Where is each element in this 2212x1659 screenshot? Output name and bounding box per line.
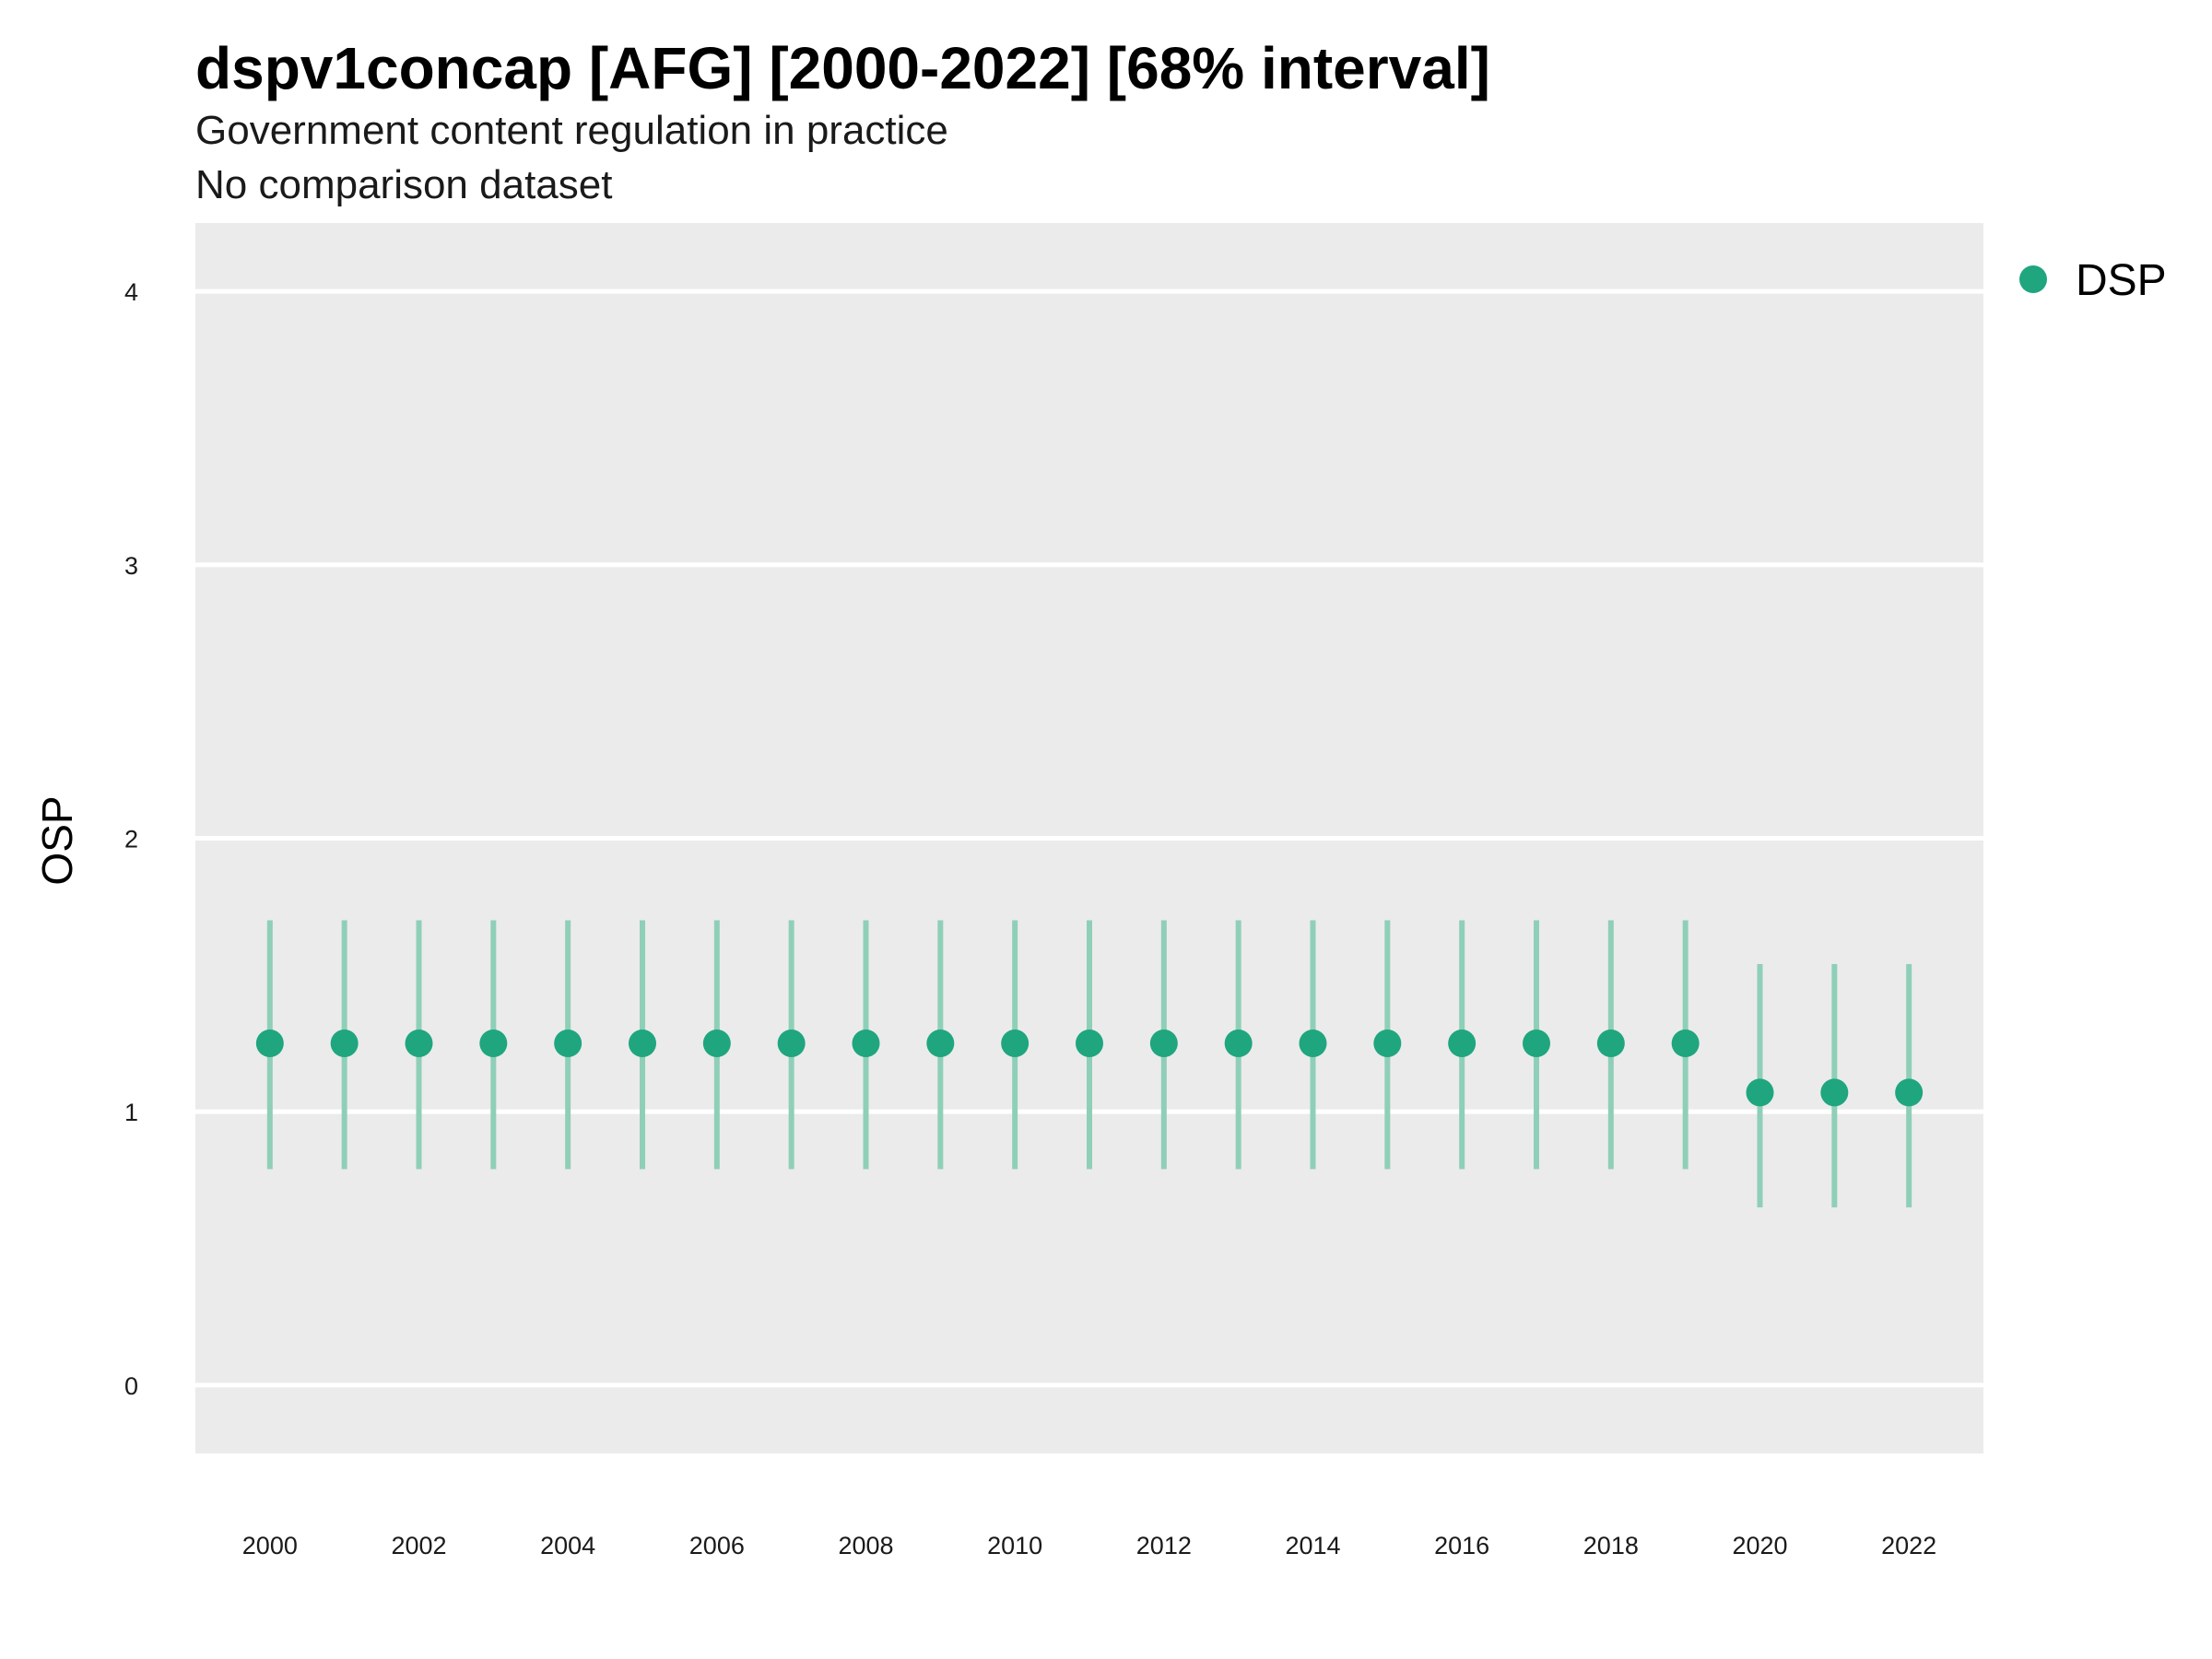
data-point — [1076, 1030, 1103, 1057]
x-tick-label: 2002 — [391, 1532, 446, 1559]
data-point — [554, 1030, 582, 1057]
data-point — [1596, 1030, 1625, 1057]
data-point — [1001, 1030, 1030, 1057]
y-axis: 0 1 2 3 4 — [124, 278, 138, 1400]
x-tick-label: 2014 — [1285, 1532, 1340, 1559]
y-tick-label: 0 — [124, 1372, 138, 1400]
x-tick-label: 2022 — [1881, 1532, 1936, 1559]
y-tick-label: 1 — [124, 1099, 138, 1126]
data-point — [1299, 1030, 1327, 1057]
data-point — [405, 1030, 433, 1057]
chart-title: dspv1concap [AFG] [2000-2022] [68% inter… — [195, 35, 1490, 101]
x-axis: 2000 2002 2004 2006 2008 2010 2012 2014 2016 2018… — [242, 1532, 1936, 1559]
data-point — [777, 1030, 806, 1057]
data-point — [1224, 1030, 1253, 1057]
data-point — [255, 1030, 284, 1057]
data-point — [1373, 1030, 1402, 1057]
point-layer — [255, 1030, 1924, 1107]
data-point — [1149, 1030, 1178, 1057]
data-point — [629, 1030, 656, 1057]
data-point — [479, 1030, 508, 1057]
data-point — [702, 1030, 731, 1057]
x-tick-label: 2020 — [1732, 1532, 1787, 1559]
chart-caption: No comparison dataset — [195, 162, 612, 207]
x-tick-label: 2006 — [689, 1532, 745, 1559]
data-point — [1671, 1030, 1700, 1057]
y-tick-label: 3 — [124, 552, 138, 580]
data-point — [852, 1030, 880, 1057]
x-tick-label: 2004 — [540, 1532, 595, 1559]
x-tick-label: 2018 — [1583, 1532, 1639, 1559]
x-tick-label: 2008 — [838, 1532, 893, 1559]
legend-label-dsp: DSP — [2076, 256, 2167, 305]
y-tick-label: 2 — [124, 826, 138, 853]
legend-swatch-dsp — [2019, 265, 2047, 293]
legend: DSP — [2019, 256, 2167, 305]
x-tick-label: 2010 — [987, 1532, 1042, 1559]
y-tick-label: 4 — [124, 278, 138, 306]
data-point — [330, 1030, 359, 1057]
y-axis-title: OSP — [33, 795, 81, 885]
data-point — [1448, 1030, 1477, 1057]
data-point — [1820, 1078, 1849, 1107]
x-tick-label: 2012 — [1136, 1532, 1192, 1559]
data-point — [1746, 1078, 1774, 1107]
chart-subtitle: Government content regulation in practic… — [195, 108, 948, 153]
x-tick-label: 2016 — [1434, 1532, 1489, 1559]
data-point — [1523, 1030, 1550, 1057]
data-point — [926, 1030, 955, 1057]
data-point — [1895, 1078, 1924, 1107]
x-tick-label: 2000 — [242, 1532, 298, 1559]
